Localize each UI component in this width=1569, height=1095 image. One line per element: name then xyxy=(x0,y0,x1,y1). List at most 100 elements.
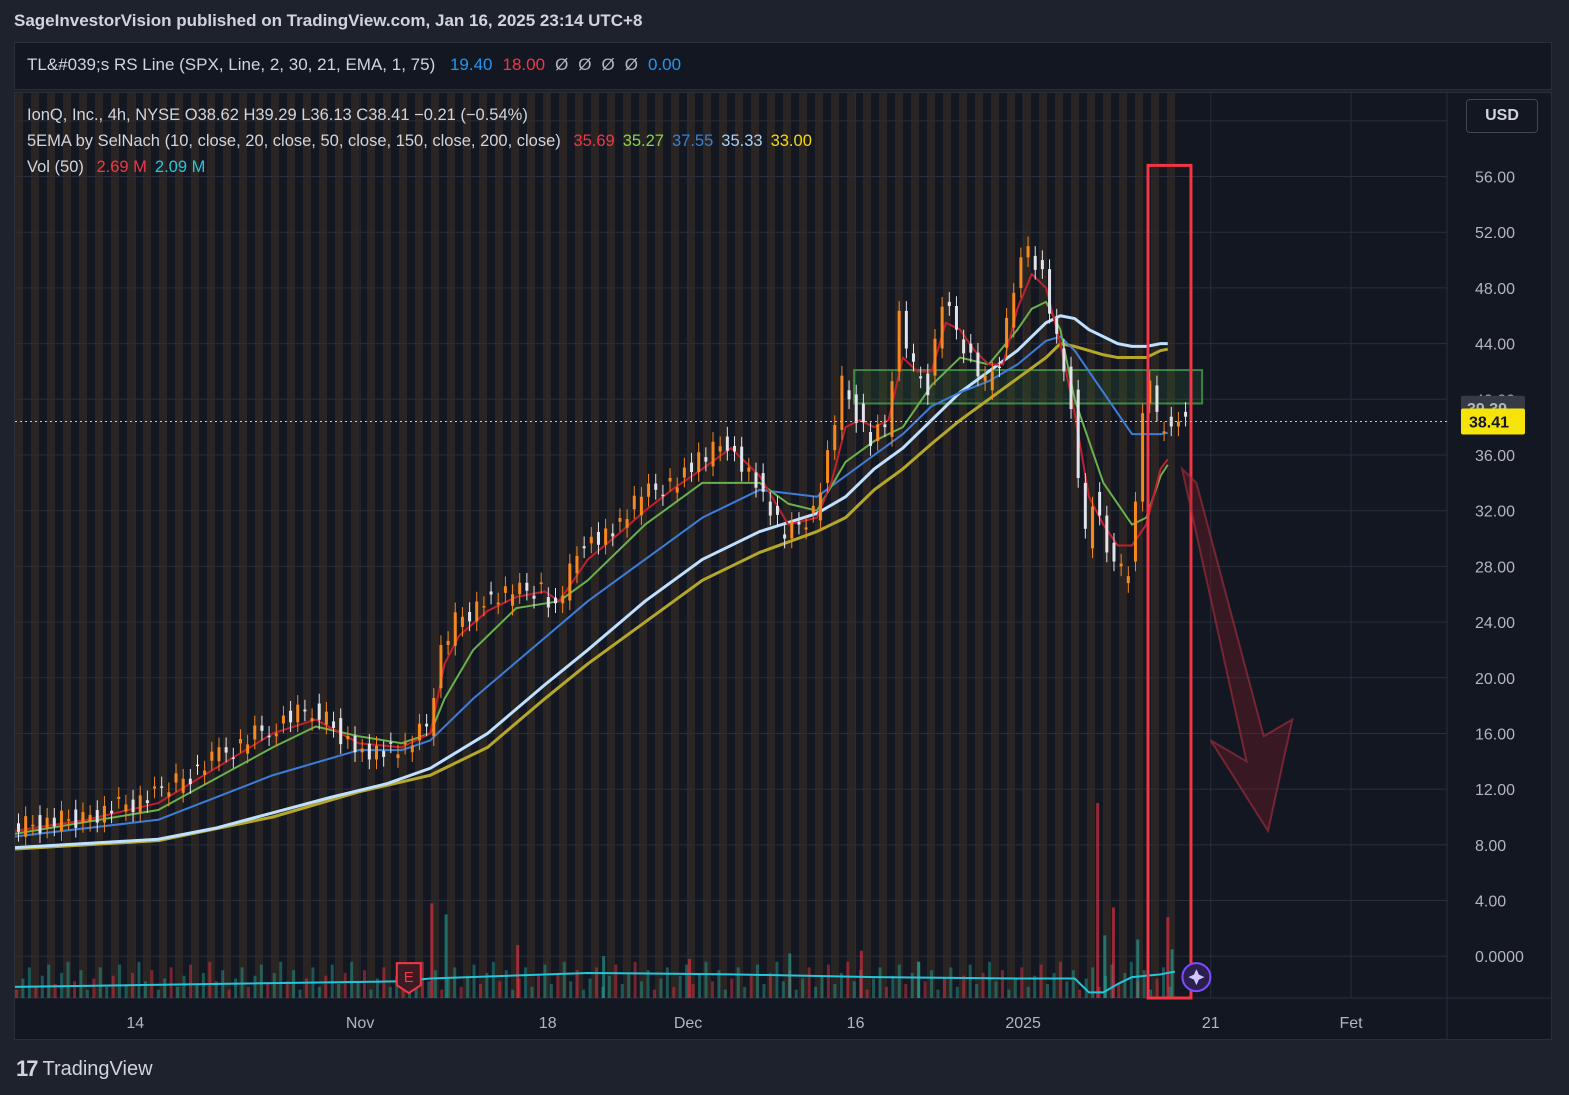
candle-body xyxy=(1105,515,1109,553)
candle-body xyxy=(45,817,49,829)
volume-bar xyxy=(556,972,560,998)
candle-body xyxy=(274,733,278,737)
footer-brand: 17 TradingView xyxy=(16,1056,153,1082)
candle-body xyxy=(403,742,407,745)
rs-line-label: TL&#039;s RS Line (SPX, Line, 2, 30, 21,… xyxy=(27,55,436,74)
candle-body xyxy=(1091,506,1094,549)
candle-body xyxy=(67,819,71,821)
volume-bar xyxy=(1007,989,1011,998)
candle-body xyxy=(561,595,565,604)
volume-bar xyxy=(298,989,302,998)
volume-bar xyxy=(723,989,727,998)
candle-body xyxy=(661,494,665,497)
volume-bar xyxy=(169,967,173,998)
ema200-line xyxy=(15,342,1169,851)
candle-body xyxy=(160,786,164,788)
session-stripe xyxy=(447,93,455,998)
volume-bar xyxy=(163,978,167,998)
volume-spike-bar xyxy=(1170,949,1174,998)
price-chart[interactable]: 60.0056.0052.0048.0044.0040.0036.0032.00… xyxy=(15,93,1553,1041)
candle-body xyxy=(919,376,923,379)
session-stripe xyxy=(383,93,391,998)
currency-button[interactable]: USD xyxy=(1466,99,1538,133)
session-stripe xyxy=(271,93,279,998)
candle-body xyxy=(1048,269,1052,314)
volume-spike-bar xyxy=(1103,935,1107,998)
candle-body xyxy=(912,353,915,362)
candle-body xyxy=(897,310,901,372)
ema10-line xyxy=(15,273,1169,832)
volume-bar xyxy=(72,981,76,998)
candle-body xyxy=(1062,348,1066,372)
rs-line-value-1: 18.00 xyxy=(502,55,546,74)
highlight-box xyxy=(1146,163,1193,1000)
candle-body xyxy=(396,754,400,759)
candle-body xyxy=(854,394,858,423)
volume-bar xyxy=(1129,961,1133,998)
symbol-legend[interactable]: IonQ, Inc., 4h, NYSE O38.62 H39.29 L36.1… xyxy=(27,106,536,125)
session-stripe xyxy=(367,93,375,998)
candle-body xyxy=(783,534,787,539)
volume-bar xyxy=(698,972,702,998)
session-stripe xyxy=(783,93,791,998)
ema-legend[interactable]: 5EMA by SelNach (10, close, 20, close, 5… xyxy=(27,132,828,151)
session-stripe xyxy=(767,93,775,998)
candle-body xyxy=(1119,563,1123,567)
volume-label: Vol (50) xyxy=(27,158,84,176)
candle-body xyxy=(940,306,944,349)
main-chart-pane[interactable]: 60.0056.0052.0048.0044.0040.0036.0032.00… xyxy=(14,92,1553,1041)
volume-bar xyxy=(594,967,598,998)
session-stripe xyxy=(463,93,471,998)
candle-body xyxy=(596,531,600,545)
y-tick-label: 16.00 xyxy=(1475,726,1515,743)
volume-spike-bar xyxy=(430,903,434,998)
candle-body xyxy=(88,814,92,822)
footer-brand-text: TradingView xyxy=(42,1057,153,1080)
volume-bar xyxy=(1065,981,1069,998)
session-stripe xyxy=(287,93,295,998)
volume-bar xyxy=(1162,967,1166,998)
volume-bar xyxy=(1058,961,1062,998)
candle-body xyxy=(639,496,643,516)
session-stripe xyxy=(543,93,551,998)
session-stripe xyxy=(239,93,247,998)
volume-bar xyxy=(672,986,676,998)
volume-bar xyxy=(582,989,586,998)
volume-bar xyxy=(994,981,998,998)
volume-bar xyxy=(717,970,721,998)
rs-line-legend[interactable]: TL&#039;s RS Line (SPX, Line, 2, 30, 21,… xyxy=(27,55,701,75)
session-stripe xyxy=(351,93,359,998)
volume-bar xyxy=(485,972,489,998)
volume-bar xyxy=(98,967,102,998)
candle-body xyxy=(460,616,464,627)
candle-body xyxy=(1055,318,1059,334)
candle-body xyxy=(690,462,694,473)
candle-body xyxy=(804,527,808,530)
session-stripe xyxy=(831,93,839,998)
candle-body xyxy=(632,495,636,510)
session-stripe xyxy=(255,93,263,998)
volume-legend[interactable]: Vol (50) 2.69 M 2.09 M xyxy=(27,158,221,177)
y-tick-label: 8.00 xyxy=(1475,838,1506,855)
volume-bar xyxy=(562,961,566,998)
volume-bar xyxy=(34,986,38,998)
volume-bar xyxy=(137,961,141,998)
volume-bar xyxy=(878,967,882,998)
candle-body xyxy=(876,424,880,442)
candle-body xyxy=(861,403,865,423)
session-stripe xyxy=(623,93,631,998)
candle-body xyxy=(353,736,357,753)
candle-body xyxy=(339,718,343,745)
candle-body xyxy=(1112,542,1116,562)
volume-bar xyxy=(253,975,257,998)
candle-body xyxy=(31,824,35,827)
volume-bar xyxy=(208,961,212,998)
volume-bar xyxy=(549,984,553,998)
volume-bar xyxy=(478,984,482,998)
candle-body xyxy=(754,472,758,488)
candle-body xyxy=(904,310,908,349)
candle-body xyxy=(102,805,106,823)
candle-body xyxy=(117,796,121,799)
volume-bar xyxy=(543,964,547,998)
candle-body xyxy=(360,748,364,753)
